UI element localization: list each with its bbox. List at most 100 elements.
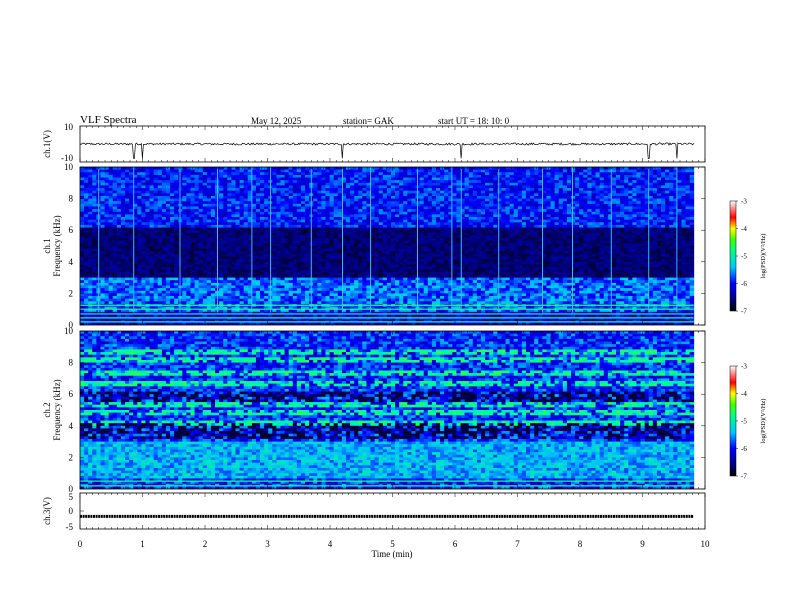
spectrogram-cell — [509, 232, 515, 236]
spectrogram-cell — [620, 169, 625, 173]
spectrogram-cell — [624, 188, 629, 192]
spectrogram-cell — [468, 214, 474, 218]
spectrogram-cell — [489, 217, 494, 221]
spectrogram-cell — [509, 167, 515, 171]
spectrogram-cell — [341, 201, 347, 205]
spectrogram-cell — [395, 235, 400, 239]
spectrogram-cell — [235, 214, 240, 218]
spectrogram-cell — [452, 238, 457, 242]
spectrogram-cell — [141, 232, 146, 236]
spectrogram-cell — [583, 167, 588, 171]
spectrogram-cell — [395, 169, 400, 173]
spectrogram-cell — [112, 185, 118, 189]
spectrogram-cell — [476, 185, 482, 189]
spectrogram-cell — [497, 193, 502, 197]
spectrogram-cell — [558, 188, 564, 192]
spectrogram-cell — [370, 235, 375, 239]
spectrogram-cell — [423, 174, 429, 178]
spectrogram-cell — [198, 235, 204, 239]
spectrogram-cell — [370, 232, 375, 236]
spectrogram-cell — [595, 193, 601, 197]
spectrogram-cell — [292, 224, 298, 228]
spectrogram-cell — [276, 246, 281, 250]
spectrogram-cell — [505, 224, 511, 228]
spectrogram-cell — [305, 214, 310, 218]
spectrogram-cell — [296, 174, 302, 178]
spectrogram-cell — [104, 232, 110, 236]
spectrogram-cell — [611, 209, 617, 213]
spectrogram-cell — [125, 195, 130, 199]
spectrogram-cell — [366, 195, 371, 199]
spectrogram-cell — [170, 214, 175, 218]
spectrogram-cell — [583, 238, 588, 242]
spectrogram-cell — [235, 206, 240, 210]
spectrogram-cell — [579, 211, 584, 215]
spectrogram-cell — [538, 198, 543, 202]
spectrogram-cell — [521, 188, 527, 192]
spectrogram-cell — [558, 214, 564, 218]
spectrogram-cell — [444, 198, 449, 202]
spectrogram-cell — [689, 235, 695, 239]
spectrogram-cell — [292, 193, 298, 197]
spectrogram-cell — [272, 214, 277, 218]
spectrogram-cell — [661, 246, 666, 250]
spectrogram-cell — [677, 190, 682, 194]
spectrogram-cell — [354, 185, 359, 189]
spectrogram-cell — [153, 248, 159, 252]
spectrogram-cell — [640, 227, 646, 231]
spectrogram-cell — [161, 246, 167, 250]
spectrogram-cell — [558, 190, 564, 194]
spectrogram-cell — [665, 198, 670, 202]
spectrogram-cell — [354, 193, 359, 197]
spectrogram-cell — [145, 248, 150, 252]
spectrogram-cell — [468, 248, 474, 252]
spectrogram-cell — [452, 167, 457, 171]
spectrogram-cell — [587, 185, 592, 189]
spectrogram-cell — [120, 232, 126, 236]
spectrogram-cell — [411, 222, 416, 226]
spectrogram-cell — [362, 185, 367, 189]
spectrogram-cell — [161, 232, 167, 236]
spectrogram-cell — [255, 180, 261, 184]
spectrogram-cell — [260, 201, 265, 205]
spectrogram-cell — [689, 232, 695, 236]
spectrogram-cell — [386, 180, 392, 184]
spectrogram-cell — [440, 232, 445, 236]
spectrogram-cell — [251, 169, 257, 173]
spectrogram-cell — [399, 172, 404, 176]
spectrogram-cell — [190, 177, 195, 181]
spectrogram-cell — [386, 190, 392, 194]
spectrogram-cell — [141, 222, 146, 226]
spectrogram-cell — [288, 211, 294, 215]
spectrogram-cell — [255, 174, 261, 178]
spectrogram-cell — [472, 182, 478, 186]
spectrogram-cell — [129, 198, 134, 202]
spectrogram-cell — [280, 217, 285, 221]
spectrogram-cell — [116, 232, 122, 236]
spectrogram-cell — [591, 246, 596, 250]
spectrogram-cell — [390, 246, 396, 250]
spectrogram-cell — [112, 214, 118, 218]
spectrogram-cell — [174, 217, 179, 221]
spectrogram-cell — [231, 172, 236, 176]
spectrogram-cell — [325, 172, 330, 176]
spectrogram-cell — [223, 240, 228, 244]
spectrogram-cell — [640, 214, 646, 218]
spectrogram-cell — [194, 240, 200, 244]
spectrogram-cell — [354, 243, 359, 247]
spectrogram-cell — [280, 214, 285, 218]
spectrogram-cell — [644, 217, 650, 221]
spectrogram-cell — [350, 230, 355, 234]
spectrogram-cell — [206, 182, 212, 186]
spectrogram-cell — [497, 185, 502, 189]
spectrogram-cell — [284, 243, 290, 247]
spectrogram-cell — [374, 182, 380, 186]
spectrogram-cell — [403, 169, 408, 173]
spectrogram-cell — [558, 246, 564, 250]
spectrogram-cell — [243, 232, 249, 236]
spectrogram-cell — [350, 211, 355, 215]
spectrogram-cell — [390, 185, 396, 189]
spectrogram-cell — [153, 243, 159, 247]
spectrogram-cell — [170, 198, 175, 202]
spectrogram-cell — [513, 203, 519, 207]
